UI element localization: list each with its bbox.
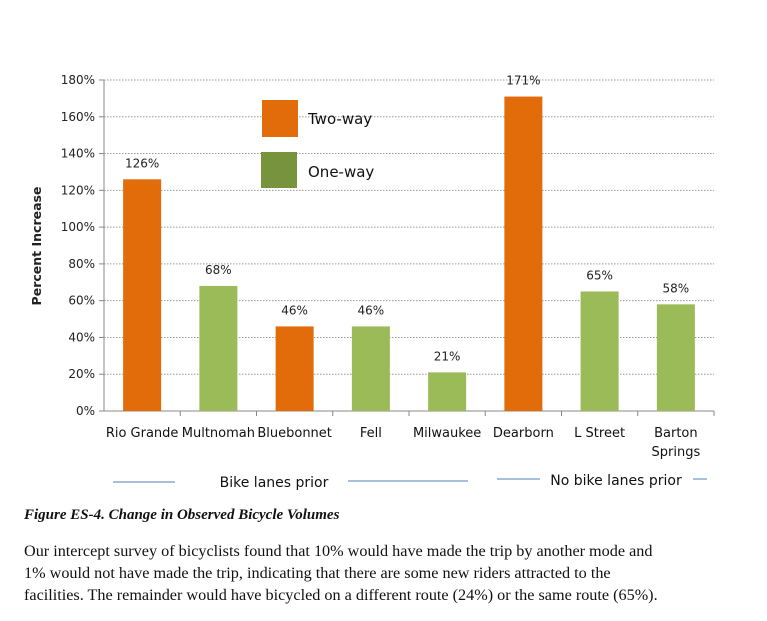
bar-bluebonnet	[275, 326, 314, 411]
y-tick-label: 120%	[61, 183, 95, 197]
figure-caption: Figure ES-4. Change in Observed Bicycle …	[24, 507, 340, 523]
x-tick-label: Bluebonnet	[257, 426, 332, 441]
paragraph-line: Our intercept survey of bicyclists found…	[24, 542, 653, 560]
bar-l-street	[580, 291, 619, 411]
bar-chart: 0% 20% 40% 60% 80% 100% 120% 140% 160% 180% Percen…	[29, 73, 715, 491]
y-tick-label: 40%	[68, 330, 95, 344]
paragraph-line: 1% would not have made the trip, indicat…	[24, 564, 611, 582]
data-label: 65%	[586, 268, 613, 282]
y-axis-label: Percent Increase	[29, 187, 44, 306]
y-tick-label: 20%	[68, 367, 95, 381]
group-label: No bike lanes prior	[550, 473, 682, 489]
x-tick-label: L Street	[574, 426, 625, 441]
y-tick-label: 160%	[61, 110, 95, 124]
y-tick-label: 100%	[61, 220, 95, 234]
legend-swatch-two-way	[262, 100, 298, 137]
bar-fell	[351, 326, 390, 411]
x-tick-label: Milwaukee	[413, 426, 481, 441]
body-paragraph: Our intercept survey of bicyclists found…	[24, 540, 754, 606]
x-tick-label: Springs	[652, 445, 701, 460]
group-label: Bike lanes prior	[220, 475, 329, 491]
x-tick-label: Dearborn	[493, 426, 554, 441]
x-tick-label: Multnomah	[182, 426, 255, 441]
legend-swatch-one-way	[261, 152, 297, 188]
y-tick-label: 0%	[76, 404, 95, 418]
data-label: 58%	[663, 281, 690, 295]
legend-label: One-way	[308, 163, 374, 181]
bar-multnomah	[199, 285, 238, 411]
data-label: 21%	[434, 349, 461, 363]
data-label: 46%	[281, 303, 308, 317]
y-tick-label: 60%	[68, 294, 95, 308]
bar-rio-grande	[123, 179, 162, 411]
data-label: 46%	[358, 303, 385, 317]
legend-label: Two-way	[307, 110, 372, 128]
paragraph-line: facilities. The remainder would have bic…	[24, 586, 658, 604]
data-label: 68%	[205, 263, 232, 277]
y-tick-label: 180%	[61, 73, 95, 87]
y-tick-label: 80%	[68, 257, 95, 271]
y-tick-label: 140%	[61, 147, 95, 161]
data-label: 171%	[506, 74, 540, 88]
x-tick-label: Barton	[654, 426, 698, 441]
data-label: 126%	[125, 156, 159, 170]
x-tick-label: Fell	[360, 426, 382, 441]
x-tick-label: Rio Grande	[106, 426, 179, 441]
bar-milwaukee	[428, 372, 467, 411]
bar-barton-springs	[656, 304, 695, 411]
bar-dearborn	[504, 96, 543, 412]
